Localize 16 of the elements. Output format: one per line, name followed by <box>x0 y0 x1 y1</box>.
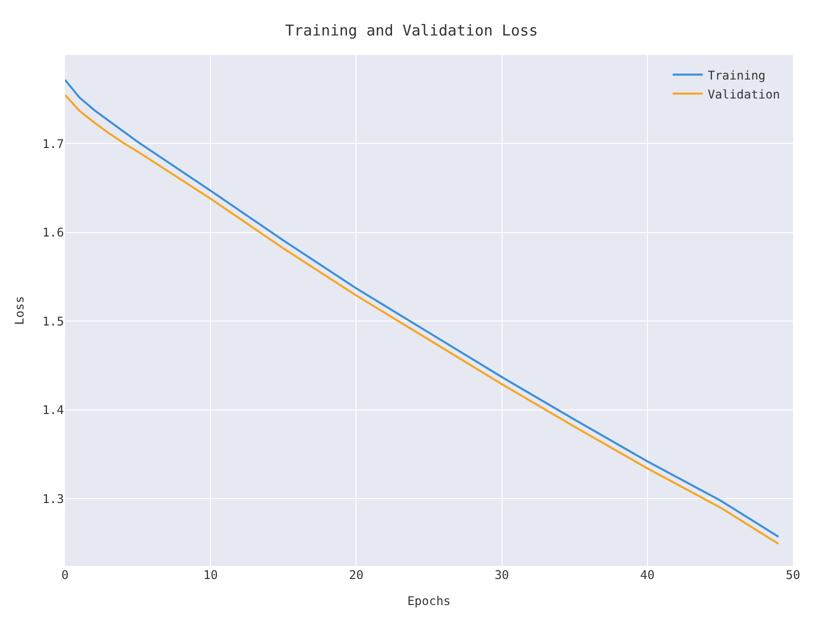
chart-title: Training and Validation Loss <box>285 22 538 40</box>
x-tick-label: 30 <box>494 568 510 582</box>
y-tick-label: 1.6 <box>42 226 64 240</box>
y-tick-label: 1.3 <box>42 492 64 506</box>
y-axis-title: Loss <box>12 296 27 325</box>
x-tick-label: 10 <box>203 568 218 582</box>
legend-label: Training <box>708 68 766 82</box>
x-tick-label: 0 <box>61 568 69 582</box>
x-tick-label: 20 <box>348 568 364 582</box>
x-tick-label: 40 <box>640 568 655 582</box>
x-tick-label: 50 <box>786 568 800 582</box>
x-axis-title: Epochs <box>407 594 451 608</box>
y-tick-label: 1.7 <box>42 136 64 151</box>
y-tick-label: 1.5 <box>42 314 64 328</box>
legend-label: Validation <box>708 87 780 102</box>
y-tick-label: 1.4 <box>42 403 64 418</box>
